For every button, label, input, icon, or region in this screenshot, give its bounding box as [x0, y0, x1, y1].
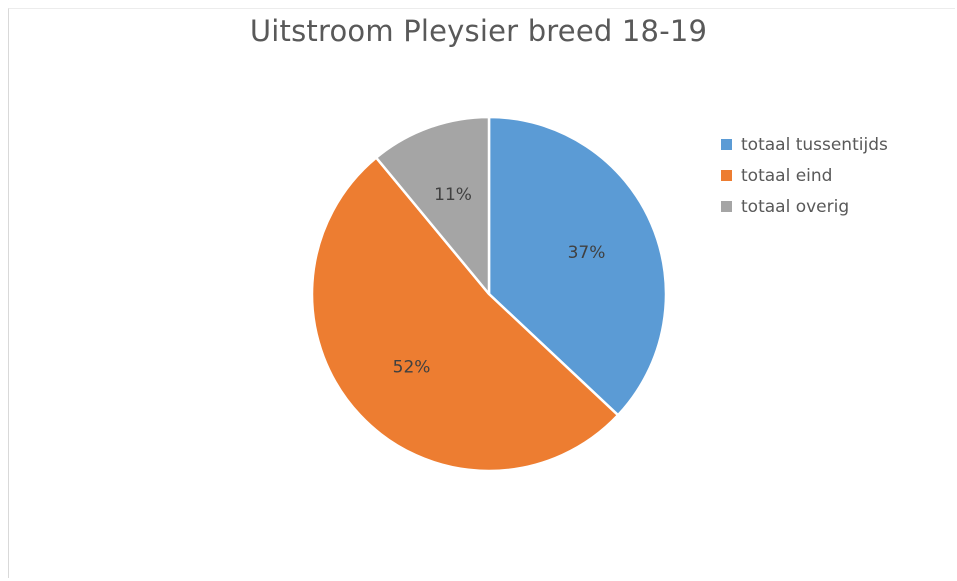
chart-legend: totaal tussentijds totaal eind totaal over…	[721, 135, 888, 217]
legend-swatch	[721, 201, 732, 212]
pie-slice-totaal-overig	[374, 115, 491, 296]
pie-data-label: 37%	[568, 243, 606, 263]
legend-label: totaal overig	[741, 197, 849, 217]
chart-title: Uitstroom Pleysier breed 18-19	[249, 14, 708, 48]
legend-swatch	[721, 170, 732, 181]
legend-swatch	[721, 139, 732, 150]
legend-label: totaal tussentijds	[741, 135, 888, 155]
pie-data-label: 52%	[393, 358, 431, 378]
pie-slices	[310, 115, 668, 473]
pie-slice-totaal-tussentijds	[487, 115, 668, 417]
legend-label: totaal eind	[741, 166, 832, 186]
pie-data-labels: 37% 52% 11%	[393, 185, 606, 378]
pie-data-label: 11%	[434, 185, 472, 205]
pie-slice-totaal-eind	[310, 156, 620, 473]
